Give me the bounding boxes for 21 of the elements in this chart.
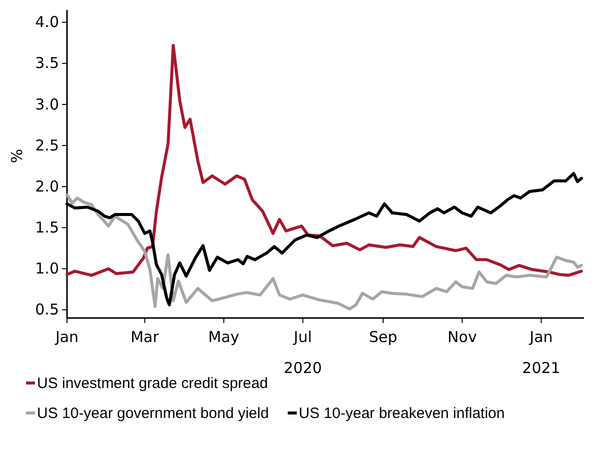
- x-tick-label: Jul 2020: [284, 328, 322, 377]
- y-tick-label: 0.5: [35, 300, 59, 319]
- legend-label: US investment grade credit spread: [37, 375, 268, 392]
- y-tick-label: 2.5: [35, 136, 59, 154]
- legend-label: US 10-year breakeven inflation: [298, 405, 505, 422]
- y-tick-label: 4.0: [35, 13, 59, 32]
- line-series: [66, 193, 583, 310]
- y-tick-label: 1.5: [35, 218, 59, 236]
- legend-label: US 10-year government bond yield: [37, 405, 269, 422]
- y-axis-title: %: [8, 148, 26, 164]
- y-tick-label: 2.0: [35, 177, 59, 196]
- x-tick-label: Jan 2021: [522, 328, 560, 377]
- x-tick-label: Nov: [448, 328, 477, 346]
- x-tick-label: Mar: [130, 328, 160, 346]
- y-tick-label: 1.0: [35, 260, 59, 278]
- x-tick-label: Sep: [369, 328, 398, 346]
- y-tick-label: 3.5: [35, 54, 59, 72]
- x-tick-label: May: [208, 328, 240, 346]
- y-tick-label: 3.0: [35, 95, 59, 114]
- line-series: [66, 44, 583, 277]
- x-tick-label: Jan: [54, 328, 79, 346]
